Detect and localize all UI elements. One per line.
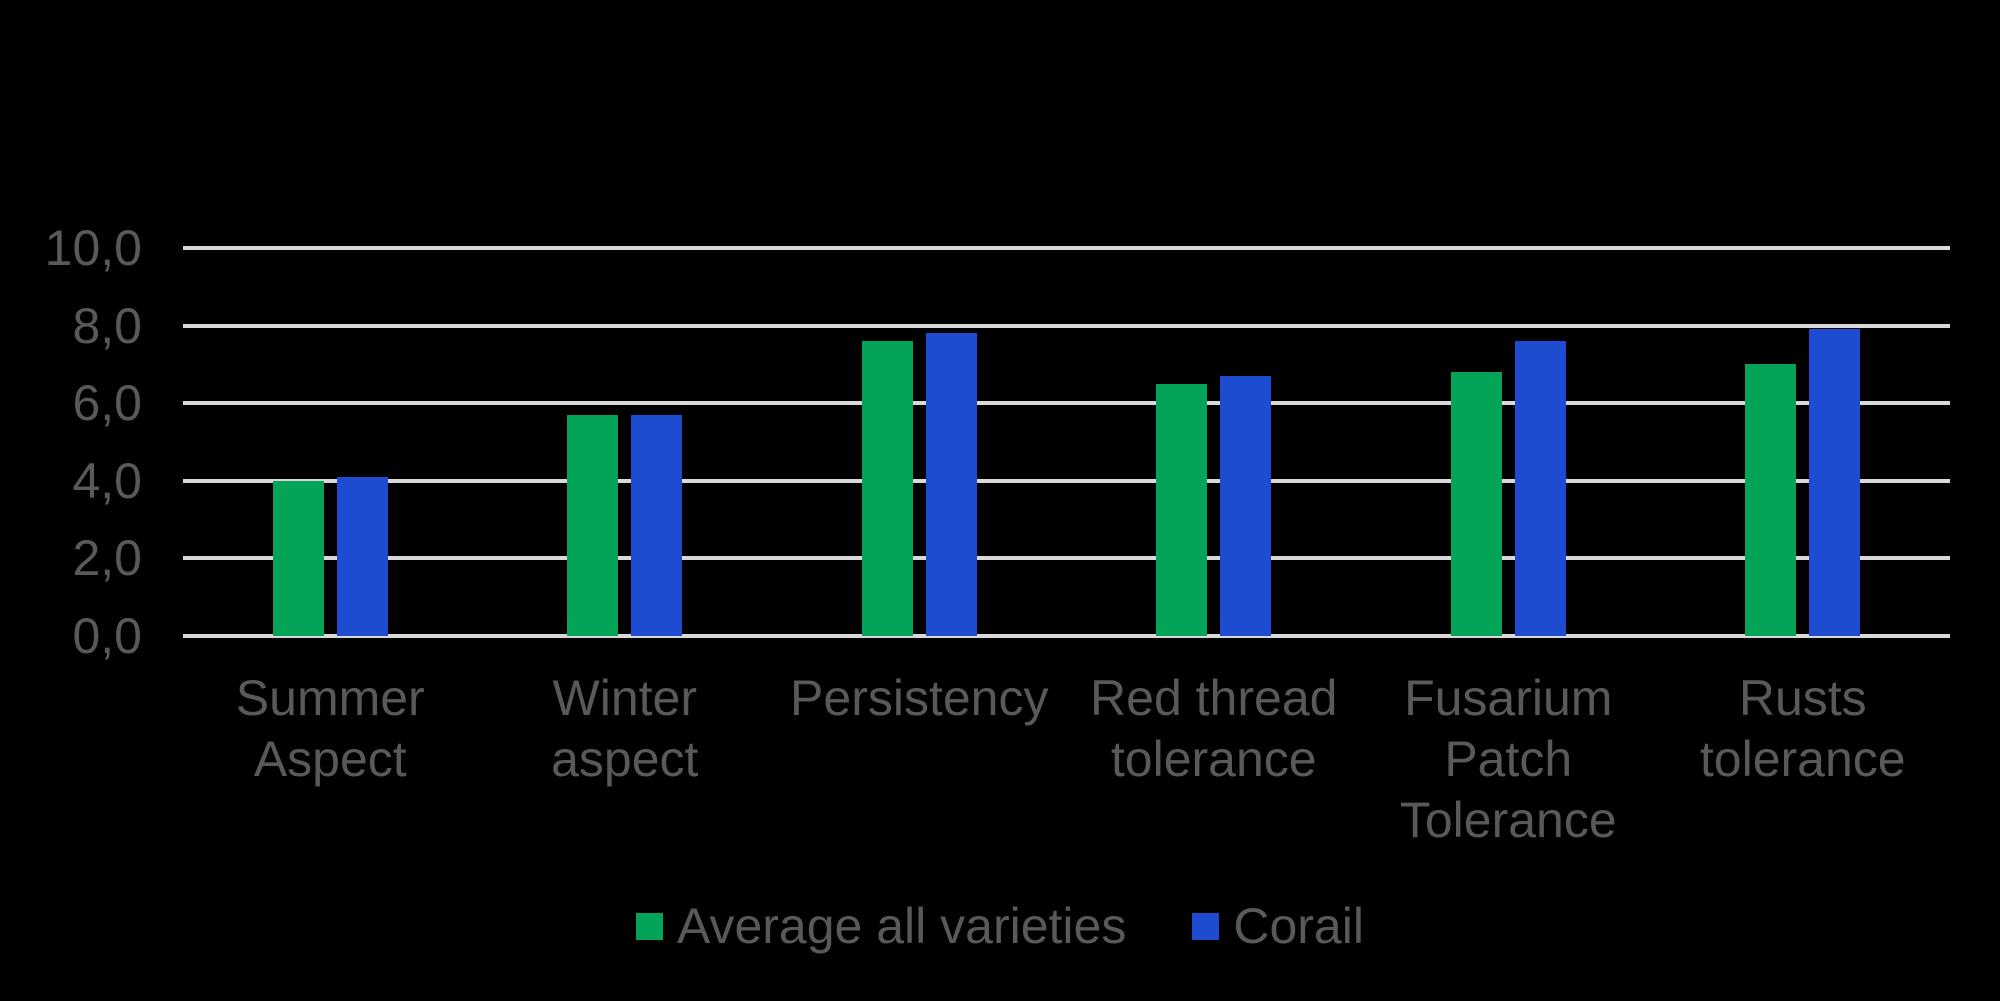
bar-corail-3 <box>925 333 977 636</box>
bar-average-all-varieties-4 <box>1156 383 1208 636</box>
x-category-label-3: Persistency <box>790 670 1049 726</box>
y-tick-label: 10,0 <box>44 220 142 276</box>
legend-label: Average all varieties <box>677 898 1127 954</box>
bar-corail-1 <box>336 476 388 636</box>
x-category-label-5: Fusarium Patch Tolerance <box>1399 670 1617 848</box>
legend: Average all varieties Corail <box>0 900 2000 952</box>
y-tick-label: 8,0 <box>72 297 142 354</box>
legend-swatch-icon <box>1192 912 1220 940</box>
bar-corail-4 <box>1220 376 1272 636</box>
gridline-0 <box>183 634 1950 638</box>
bar-average-all-varieties-5 <box>1450 372 1502 636</box>
x-category-label-1: Summer Aspect <box>235 670 425 787</box>
bar-corail-2 <box>631 414 683 636</box>
gridline-8 <box>183 323 1950 328</box>
gridline-4 <box>183 478 1950 483</box>
bar-average-all-varieties-3 <box>861 341 913 636</box>
x-category-label-2: Winter aspect <box>551 670 699 787</box>
y-tick-label: 6,0 <box>72 375 142 432</box>
bar-average-all-varieties-6 <box>1745 364 1797 636</box>
y-tick-label: 0,0 <box>72 608 142 664</box>
y-tick-label: 2,0 <box>72 530 142 587</box>
legend-label: Corail <box>1233 898 1364 954</box>
gridline-10 <box>183 246 1950 250</box>
y-tick-label: 4,0 <box>72 452 142 509</box>
bar-average-all-varieties-2 <box>567 414 619 636</box>
bar-corail-6 <box>1809 329 1861 636</box>
gridline-2 <box>183 556 1950 561</box>
gridline-6 <box>183 401 1950 406</box>
x-category-label-4: Red thread tolerance <box>1090 670 1338 787</box>
legend-item-average-all-varieties: Average all varieties <box>636 900 1126 952</box>
legend-swatch-icon <box>636 912 664 940</box>
x-category-label-6: Rusts tolerance <box>1699 670 1906 787</box>
bar-average-all-varieties-1 <box>272 480 324 636</box>
legend-item-corail: Corail <box>1192 900 1364 952</box>
bar-corail-5 <box>1514 341 1566 636</box>
